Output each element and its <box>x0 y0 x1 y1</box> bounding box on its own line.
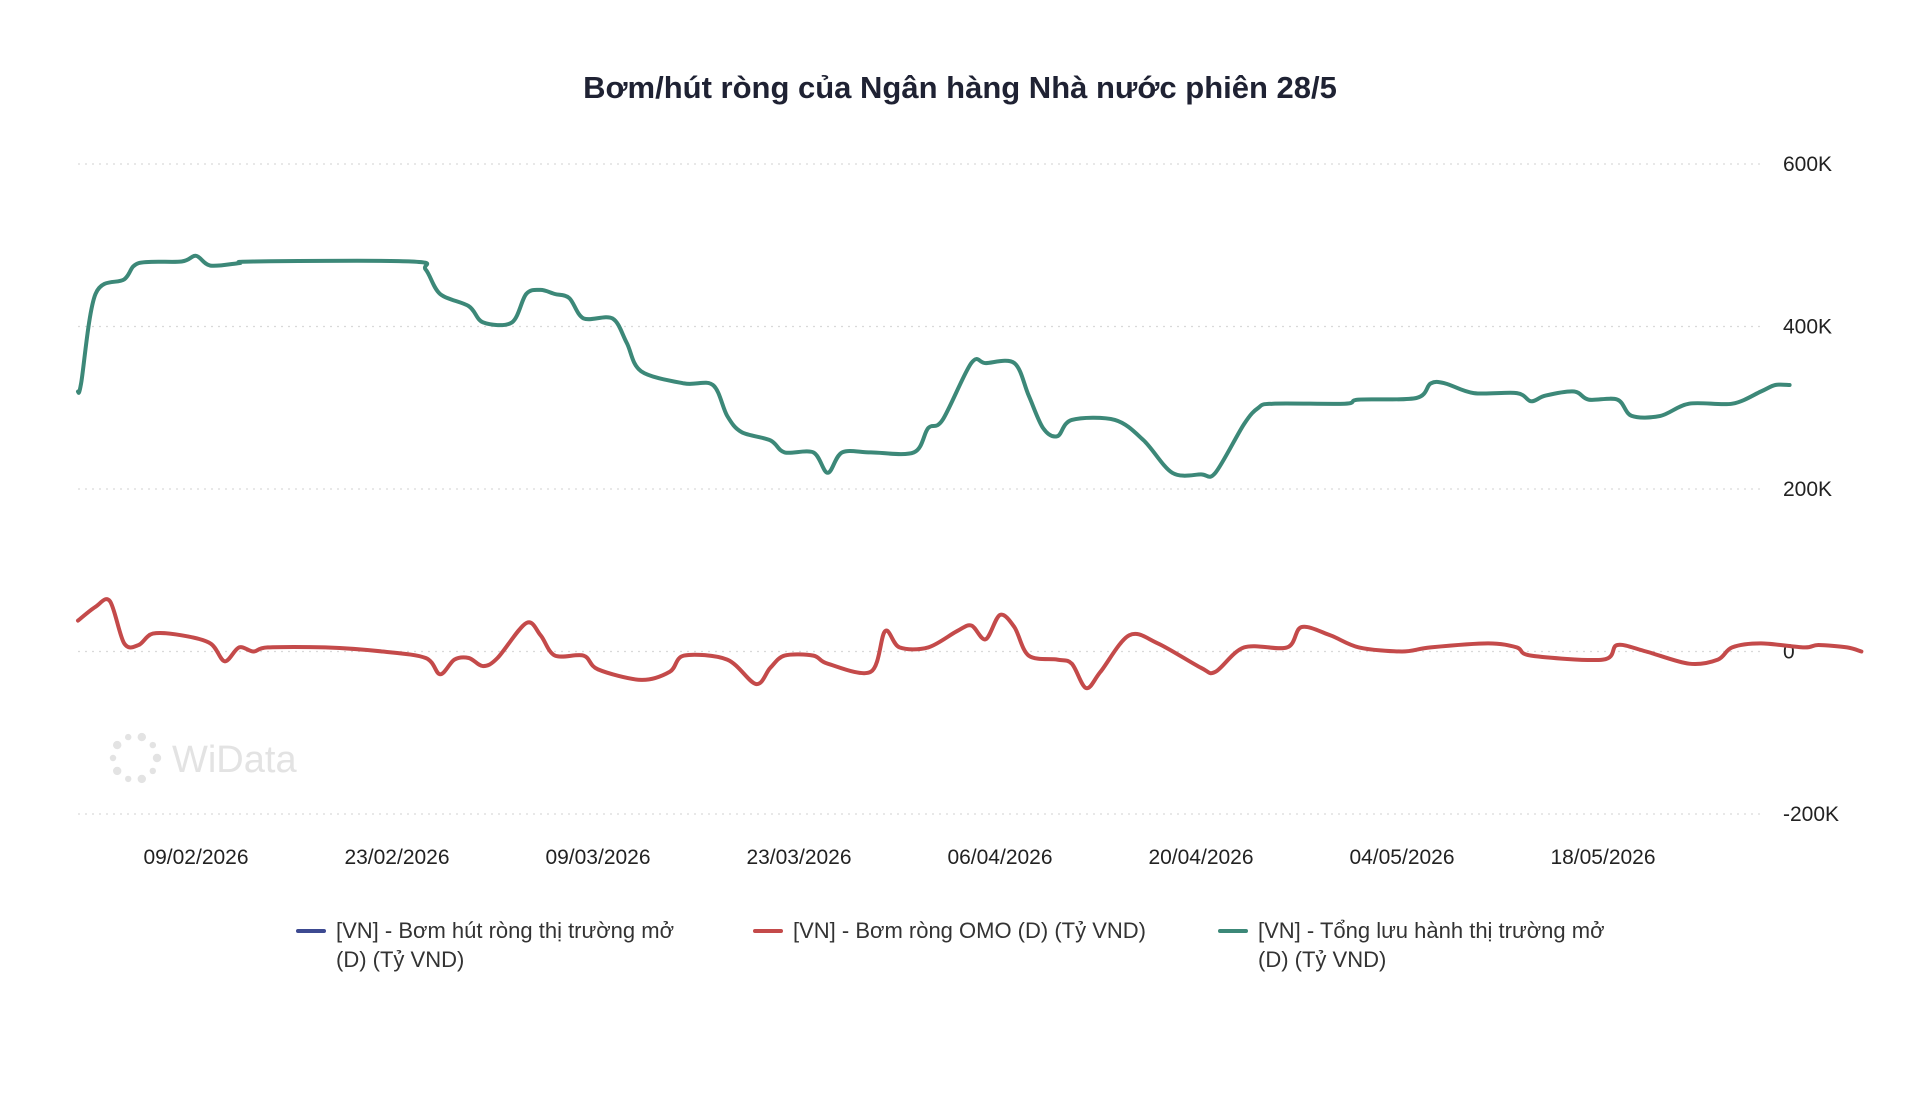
watermark-text: WiData <box>172 739 297 781</box>
series-line-2[interactable] <box>76 253 1792 479</box>
watermark-dot <box>152 753 162 763</box>
watermark-dot <box>125 775 132 783</box>
watermark-dot <box>109 754 117 762</box>
x-tick-label: 23/02/2026 <box>344 846 449 869</box>
y-tick-label: 600K <box>1783 153 1832 176</box>
legend-item-bom-hut-rong[interactable]: [VN] - Bơm hút ròng thị trường mở (D) (T… <box>296 916 674 974</box>
watermark-dot <box>149 767 156 775</box>
x-tick-label: 23/03/2026 <box>746 846 851 869</box>
legend-item-tong-luu-hanh[interactable]: [VN] - Tổng lưu hành thị trường mở (D) (… <box>1218 916 1605 974</box>
y-tick-label: 400K <box>1783 316 1832 339</box>
legend-item-bom-rong-omo[interactable]: [VN] - Bơm ròng OMO (D) (Tỷ VND) <box>753 916 1146 945</box>
legend-label-tong-luu-hanh: [VN] - Tổng lưu hành thị trường mở (D) (… <box>1258 918 1605 972</box>
legend-swatch-bom-hut-rong <box>296 929 326 933</box>
watermark-dot <box>125 733 132 741</box>
chart-title: Bơm/hút ròng của Ngân hàng Nhà nước phiê… <box>583 70 1337 105</box>
watermark-dot <box>113 740 122 750</box>
x-tick-label: 09/02/2026 <box>143 846 248 869</box>
series-line-1[interactable] <box>76 597 1864 691</box>
legend-label-bom-hut-rong: [VN] - Bơm hút ròng thị trường mở (D) (T… <box>336 918 674 972</box>
watermark-dot <box>137 732 146 742</box>
y-tick-label: 0 <box>1783 641 1795 664</box>
x-tick-label: 06/04/2026 <box>947 846 1052 869</box>
x-tick-label: 18/05/2026 <box>1550 846 1655 869</box>
watermark-dot <box>149 741 156 749</box>
legend-swatch-tong-luu-hanh <box>1218 929 1248 933</box>
x-tick-label: 20/04/2026 <box>1148 846 1253 869</box>
watermark-dot <box>113 766 122 776</box>
x-tick-label: 09/03/2026 <box>545 846 650 869</box>
y-tick-label: 200K <box>1783 478 1832 501</box>
y-tick-label: -200K <box>1783 803 1839 826</box>
watermark-logo: WiData <box>109 732 297 784</box>
legend-swatch-bom-rong-omo <box>753 929 783 933</box>
watermark-dot <box>137 774 146 784</box>
x-tick-label: 04/05/2026 <box>1349 846 1454 869</box>
legend-label-bom-rong-omo: [VN] - Bơm ròng OMO (D) (Tỷ VND) <box>793 918 1146 943</box>
